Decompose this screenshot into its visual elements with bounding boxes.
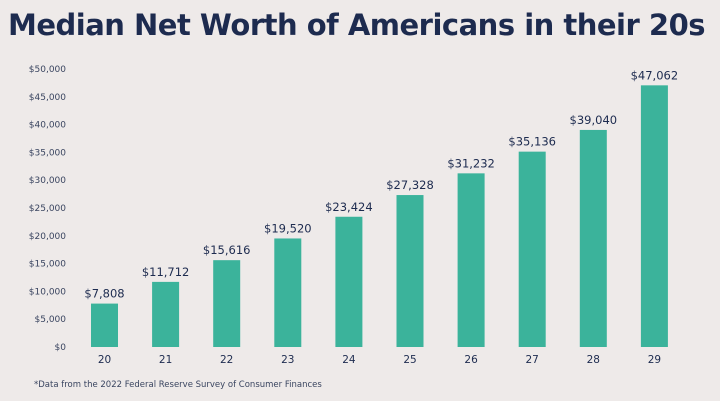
y-tick-label: $10,000 — [29, 287, 66, 297]
y-tick-label: $5,000 — [35, 315, 67, 325]
data-label: $7,808 — [84, 287, 124, 301]
data-label: $35,136 — [508, 135, 556, 149]
x-tick-label: 20 — [98, 354, 111, 366]
y-tick-label: $15,000 — [29, 260, 66, 270]
x-tick-label: 23 — [281, 354, 294, 366]
x-tick-label: 26 — [464, 354, 478, 366]
data-label: $15,616 — [203, 243, 251, 257]
x-tick-label: 21 — [159, 354, 172, 366]
bar — [518, 151, 546, 347]
x-tick-label: 27 — [526, 354, 539, 366]
y-tick-label: $45,000 — [29, 93, 66, 103]
bar — [579, 129, 607, 347]
data-label: $27,328 — [386, 178, 434, 192]
data-label: $11,712 — [142, 265, 190, 279]
x-tick-label: 28 — [587, 354, 600, 366]
y-tick-label: $50,000 — [29, 65, 66, 75]
bar — [640, 85, 668, 348]
y-tick-label: $0 — [55, 343, 67, 353]
data-label: $23,424 — [325, 200, 373, 214]
y-tick-label: $40,000 — [29, 121, 66, 131]
bar — [396, 195, 424, 347]
y-tick-label: $25,000 — [29, 204, 66, 214]
x-tick-label: 29 — [648, 354, 661, 366]
y-tick-label: $20,000 — [29, 232, 66, 242]
y-tick-label: $35,000 — [29, 148, 66, 158]
x-tick-label: 24 — [342, 354, 356, 366]
y-tick-label: $30,000 — [29, 176, 66, 186]
x-tick-label: 22 — [220, 354, 233, 366]
data-label: $47,062 — [631, 68, 679, 82]
data-label: $31,232 — [447, 156, 495, 170]
x-tick-label: 25 — [403, 354, 416, 366]
chart-title: Median Net Worth of Americans in their 2… — [8, 8, 706, 42]
bar — [335, 216, 363, 347]
bar — [274, 238, 302, 347]
data-label: $39,040 — [570, 113, 618, 127]
footnote: *Data from the 2022 Federal Reserve Surv… — [34, 380, 322, 390]
data-label: $19,520 — [264, 221, 312, 235]
bar — [91, 303, 118, 347]
bar — [213, 260, 241, 347]
bar — [152, 281, 180, 347]
bar — [457, 173, 485, 347]
